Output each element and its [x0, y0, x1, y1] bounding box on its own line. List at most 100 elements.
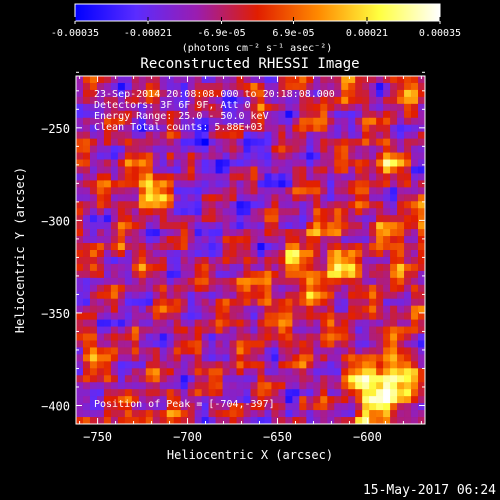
heatmap-cell	[292, 389, 300, 397]
heatmap-cell	[194, 215, 203, 223]
heatmap-cell	[383, 124, 391, 133]
heatmap-cell	[159, 250, 168, 258]
heatmap-cell	[285, 208, 293, 216]
colorbar-tick-label: 6.9e-05	[272, 28, 314, 39]
heatmap-cell	[145, 347, 154, 355]
heatmap-cell	[271, 89, 279, 98]
heatmap-cell	[285, 389, 293, 397]
heatmap-cell	[390, 410, 398, 418]
heatmap-cell	[264, 166, 272, 174]
heatmap-cell	[222, 347, 230, 355]
heatmap-cell	[411, 103, 419, 112]
heatmap-cell	[341, 277, 349, 286]
heatmap-cell	[124, 215, 133, 223]
heatmap-cell	[110, 243, 119, 251]
heatmap-cell	[257, 166, 265, 174]
heatmap-cell	[201, 236, 210, 244]
heatmap-cell	[138, 131, 147, 140]
colorbar-tick-label: -0.00035	[51, 28, 99, 39]
heatmap-cell	[215, 215, 223, 223]
heatmap-cell	[418, 319, 425, 327]
heatmap-cell	[306, 222, 314, 230]
heatmap-cell	[285, 312, 293, 320]
heatmap-cell	[82, 347, 91, 355]
y-tick-label: −300	[41, 214, 70, 228]
heatmap-cell	[159, 382, 168, 390]
heatmap-cell	[187, 305, 196, 314]
heatmap-cell	[390, 103, 398, 112]
heatmap-cell	[145, 382, 154, 390]
heatmap-cell	[222, 222, 230, 230]
heatmap-cell	[334, 110, 342, 119]
heatmap-cell	[362, 270, 370, 279]
heatmap-cell	[299, 347, 307, 355]
heatmap-cell	[180, 270, 189, 279]
heatmap-cell	[390, 117, 398, 126]
heatmap-cell	[89, 173, 98, 181]
heatmap-cell	[124, 368, 133, 376]
heatmap-cell	[194, 361, 203, 369]
heatmap-cell	[152, 229, 161, 237]
heatmap-cell	[117, 89, 126, 98]
heatmap-cell	[131, 215, 140, 223]
heatmap-cell	[180, 319, 189, 327]
heatmap-cell	[271, 368, 279, 376]
heatmap-cell	[271, 229, 279, 237]
heatmap-cell	[313, 305, 321, 314]
heatmap-cell	[229, 396, 237, 404]
heatmap-cell	[313, 354, 321, 362]
heatmap-cell	[341, 333, 349, 341]
heatmap-cell	[334, 284, 342, 293]
heatmap-cell	[96, 333, 105, 341]
heatmap-cell	[243, 76, 251, 84]
heatmap-cell	[222, 145, 230, 153]
heatmap-cell	[215, 263, 223, 272]
heatmap-cell	[292, 194, 300, 202]
heatmap-cell	[166, 89, 175, 98]
heatmap-cell	[313, 76, 321, 84]
heatmap-cell	[201, 250, 210, 258]
heatmap-cell	[243, 354, 251, 362]
heatmap-cell	[250, 382, 258, 390]
heatmap-cell	[96, 131, 105, 140]
heatmap-cell	[327, 236, 335, 244]
heatmap-cell	[278, 208, 286, 216]
heatmap-cell	[138, 250, 147, 258]
heatmap-cell	[76, 319, 84, 327]
heatmap-cell	[299, 312, 307, 320]
heatmap-cell	[306, 159, 314, 167]
heatmap-cell	[145, 187, 154, 195]
heatmap-cell	[292, 347, 300, 355]
heatmap-cell	[348, 117, 356, 126]
heatmap-cell	[264, 152, 272, 160]
heatmap-cell	[208, 319, 216, 327]
heatmap-cell	[320, 229, 328, 237]
heatmap-cell	[327, 256, 335, 265]
heatmap-cell	[362, 222, 370, 230]
heatmap-cell	[299, 173, 307, 181]
heatmap-cell	[299, 319, 307, 327]
heatmap-cell	[418, 270, 425, 279]
heatmap-cell	[292, 263, 300, 272]
heatmap-cell	[390, 396, 398, 404]
heatmap-cell	[348, 103, 356, 112]
heatmap-cell	[215, 138, 223, 146]
heatmap-cell	[117, 389, 126, 397]
heatmap-cell	[313, 347, 321, 355]
heatmap-cell	[194, 417, 203, 424]
heatmap-cell	[376, 298, 384, 307]
heatmap-cell	[236, 145, 244, 153]
heatmap-cell	[334, 277, 342, 286]
heatmap-cell	[278, 173, 286, 181]
heatmap-cell	[257, 236, 265, 244]
heatmap-cell	[117, 180, 126, 188]
heatmap-cell	[292, 103, 300, 112]
heatmap-cell	[362, 277, 370, 286]
heatmap-cell	[320, 82, 328, 91]
heatmap-cell	[404, 138, 412, 146]
heatmap-cell	[348, 375, 356, 383]
heatmap-cell	[201, 312, 210, 320]
heatmap-cell	[208, 82, 216, 91]
heatmap-cell	[320, 180, 328, 188]
heatmap-cell	[96, 89, 105, 98]
